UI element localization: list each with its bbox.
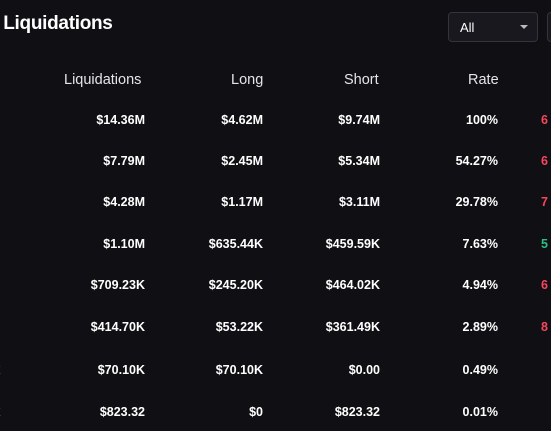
extra-value: 8 bbox=[541, 320, 548, 334]
page-title: e Liquidations bbox=[0, 13, 113, 34]
table-header: Liquidations Long Short Rate bbox=[0, 72, 551, 90]
liquidations-value: $4.28M bbox=[103, 195, 145, 209]
table-row[interactable]: x $823.32 $0 $823.32 0.01% bbox=[0, 402, 551, 422]
long-value: $70.10K bbox=[215, 363, 263, 377]
table-row[interactable]: $4.28M $1.17M $3.11M 29.78% 7 bbox=[0, 192, 551, 212]
short-value: $3.11M bbox=[338, 195, 380, 209]
long-value: $635.44K bbox=[208, 237, 263, 251]
long-value: $1.17M bbox=[221, 195, 263, 209]
exchange-name: e bbox=[0, 151, 1, 171]
exchange-filter-dropdown[interactable]: All bbox=[448, 12, 538, 42]
long-value: $4.62M bbox=[221, 113, 263, 127]
table-row[interactable]: $14.36M $4.62M $9.74M 100% 6 bbox=[0, 110, 551, 130]
liquidations-value: $14.36M bbox=[96, 113, 145, 127]
rate-value: 7.63% bbox=[462, 237, 498, 251]
short-value: $5.34M bbox=[338, 154, 380, 168]
long-value: $53.22K bbox=[215, 320, 263, 334]
long-value: $245.20K bbox=[208, 278, 263, 292]
liquidations-value: $709.23K bbox=[90, 278, 145, 292]
long-value: $2.45M bbox=[221, 154, 263, 168]
table-row[interactable]: t $414.70K $53.22K $361.49K 2.89% 8 bbox=[0, 317, 551, 337]
long-value: $0 bbox=[249, 405, 263, 419]
exchange-filter-value: All bbox=[460, 19, 475, 35]
column-header-liquidations: Liquidations bbox=[64, 72, 142, 88]
extra-value: 6 bbox=[541, 154, 548, 168]
chevron-down-icon bbox=[520, 25, 528, 29]
column-header-rate: Rate bbox=[468, 72, 499, 88]
secondary-control[interactable] bbox=[547, 12, 551, 42]
exchange-name: x bbox=[0, 360, 1, 380]
column-header-long: Long bbox=[231, 72, 264, 88]
table-row[interactable]: $1.10M $635.44K $459.59K 7.63% 5 bbox=[0, 234, 551, 254]
rate-value: 0.49% bbox=[462, 363, 498, 377]
extra-value: 6 bbox=[541, 113, 548, 127]
extra-value: 6 bbox=[541, 278, 548, 292]
liquidations-value: $70.10K bbox=[97, 363, 145, 377]
rate-value: 29.78% bbox=[455, 195, 498, 209]
extra-value: 7 bbox=[541, 195, 548, 209]
rate-value: 0.01% bbox=[462, 405, 498, 419]
short-value: $9.74M bbox=[338, 113, 380, 127]
short-value: $823.32 bbox=[334, 405, 380, 419]
extra-value: 5 bbox=[541, 237, 548, 251]
liquidations-value: $1.10M bbox=[103, 237, 145, 251]
table-row[interactable]: x $70.10K $70.10K $0.00 0.49% bbox=[0, 360, 551, 380]
short-value: $0.00 bbox=[348, 363, 380, 377]
liquidations-value: $823.32 bbox=[99, 405, 145, 419]
liquidations-value: $414.70K bbox=[90, 320, 145, 334]
short-value: $459.59K bbox=[325, 237, 380, 251]
short-value: $464.02K bbox=[325, 278, 380, 292]
column-header-short: Short bbox=[344, 72, 379, 88]
liquidations-value: $7.79M bbox=[103, 154, 145, 168]
rate-value: 54.27% bbox=[455, 154, 498, 168]
exchange-name: x bbox=[0, 402, 1, 422]
rate-value: 2.89% bbox=[462, 320, 498, 334]
table-row[interactable]: $709.23K $245.20K $464.02K 4.94% 6 bbox=[0, 275, 551, 295]
rate-value: 100% bbox=[466, 113, 498, 127]
short-value: $361.49K bbox=[325, 320, 380, 334]
table-row[interactable]: e $7.79M $2.45M $5.34M 54.27% 6 bbox=[0, 151, 551, 171]
rate-value: 4.94% bbox=[462, 278, 498, 292]
